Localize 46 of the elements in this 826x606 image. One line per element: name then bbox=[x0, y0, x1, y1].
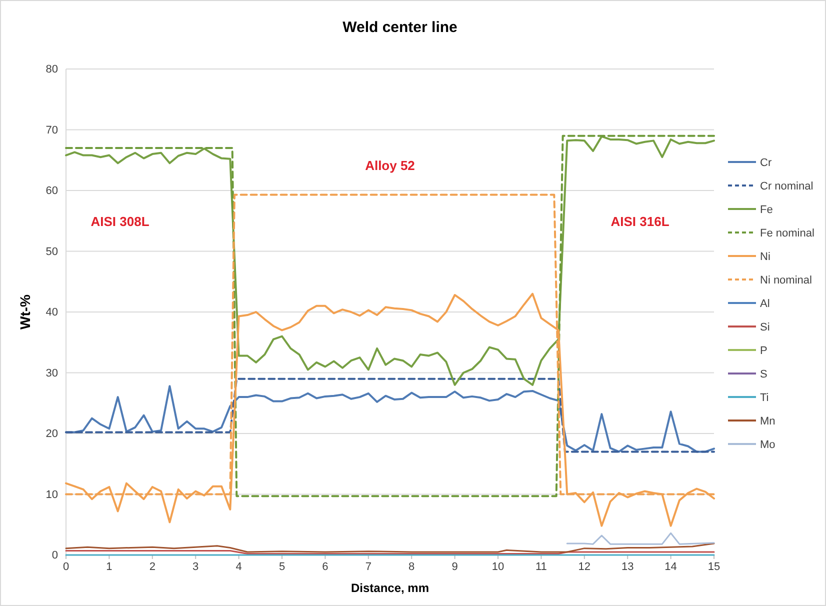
legend-label: Cr bbox=[760, 157, 772, 169]
legend-label: Fe nominal bbox=[760, 228, 814, 240]
x-tick-label: 2 bbox=[149, 560, 156, 573]
legend-label: Fe bbox=[760, 204, 773, 216]
x-tick-label: 7 bbox=[365, 560, 372, 573]
y-tick-label: 60 bbox=[46, 185, 58, 198]
legend-label: Ti bbox=[760, 392, 769, 404]
x-tick-label: 15 bbox=[708, 560, 720, 573]
x-tick-label: 3 bbox=[192, 560, 199, 573]
x-tick-label: 10 bbox=[492, 560, 504, 573]
x-tick-label: 9 bbox=[452, 560, 458, 573]
y-tick-label: 80 bbox=[46, 64, 58, 76]
x-tick-label: 0 bbox=[62, 560, 70, 573]
x-tick-label: 12 bbox=[578, 560, 591, 573]
legend-label: Si bbox=[760, 322, 770, 334]
legend-label: Al bbox=[760, 298, 770, 310]
x-tick-label: 11 bbox=[535, 560, 547, 573]
y-tick-label: 50 bbox=[46, 246, 58, 258]
x-tick-label: 6 bbox=[322, 560, 328, 573]
legend-label: Mn bbox=[760, 416, 776, 428]
y-tick-label: 20 bbox=[46, 428, 58, 440]
legend-label: Mo bbox=[760, 439, 776, 451]
annotation: AISI 316L bbox=[610, 214, 670, 229]
annotation: AISI 308L bbox=[90, 214, 150, 229]
y-tick-label: 40 bbox=[46, 306, 58, 319]
legend-label: Ni nominal bbox=[760, 274, 812, 286]
legend-label: P bbox=[760, 345, 768, 357]
y-tick-label: 70 bbox=[46, 124, 58, 136]
x-axis-title: Distance, mm bbox=[350, 581, 430, 595]
y-axis-title: Wt-% bbox=[17, 294, 33, 330]
annotation: Alloy 52 bbox=[365, 158, 415, 173]
legend-label: S bbox=[760, 368, 768, 380]
y-tick-label: 30 bbox=[46, 367, 58, 380]
x-tick-label: 1 bbox=[106, 560, 112, 573]
legend-label: Ni bbox=[760, 251, 770, 263]
x-tick-label: 13 bbox=[621, 560, 634, 573]
chart-title: Weld center line bbox=[342, 19, 458, 36]
x-tick-label: 4 bbox=[236, 560, 242, 573]
legend-label: Cr nominal bbox=[760, 180, 814, 192]
y-tick-label: 0 bbox=[52, 550, 58, 562]
line-series bbox=[566, 532, 715, 545]
x-tick-label: 8 bbox=[408, 560, 415, 573]
line-series bbox=[65, 542, 715, 553]
y-tick-label: 10 bbox=[46, 488, 58, 501]
x-tick-label: 5 bbox=[278, 560, 286, 573]
x-tick-label: 14 bbox=[664, 560, 677, 573]
